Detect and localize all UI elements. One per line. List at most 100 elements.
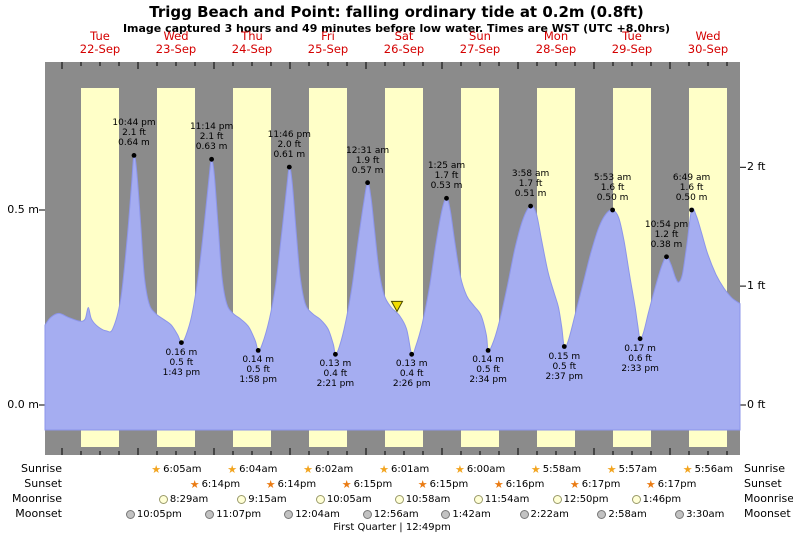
tide-annotation-line: 11:46 pm	[267, 130, 311, 141]
tide-annotation-line: 3:58 am	[511, 169, 550, 180]
moonset-time: 2:58am	[608, 508, 647, 520]
tide-extreme-dot	[131, 153, 137, 158]
tide-extreme-dot	[365, 180, 370, 186]
tide-annotation-line: 0.4 ft	[399, 369, 424, 380]
tide-extreme-dot	[333, 351, 338, 357]
date-label: Thu 24-Sep	[232, 30, 272, 56]
tide-extreme-dot	[179, 340, 184, 345]
low-tide-annotation: 0.17 m 0.6 ft 2:33 pm	[621, 344, 659, 374]
y-axis-label-feet: 1 ft	[747, 279, 766, 293]
tide-extreme-dot	[286, 164, 292, 170]
sunrise-entry: ★ 6:04am	[227, 462, 277, 476]
date-value: 25-Sep	[307, 42, 349, 56]
moonrise-entry: 12:50pm	[552, 492, 609, 506]
moonrise-time: 9:15am	[248, 493, 287, 505]
tide-annotation-line: 0.17 m	[624, 343, 656, 354]
tide-annotation-line: 1.6 ft	[679, 183, 704, 193]
tide-annotation-line: 0.13 m	[319, 359, 352, 370]
moonset-time: 1:42am	[452, 508, 491, 520]
sunrise-entry: ★ 6:01am	[379, 462, 429, 476]
moonrise-entry: 10:05am	[315, 492, 372, 506]
moonrise-icon	[394, 494, 404, 504]
moonrise-entry: 10:58am	[394, 492, 451, 506]
sunrise-icon: ★	[455, 462, 465, 476]
astro-row-label-moonrise-right: Moonrise	[744, 492, 793, 505]
sunset-time: 6:14pm	[277, 478, 317, 490]
tide-annotation-line: 10:54 pm	[644, 219, 689, 230]
tide-annotation-line: 1.7 ft	[434, 171, 459, 182]
sunset-entry: ★ 6:17pm	[646, 477, 696, 491]
moonset-icon	[441, 509, 451, 519]
moonset-icon	[284, 509, 294, 519]
tide-curve	[44, 154, 741, 431]
sunset-icon: ★	[569, 477, 580, 491]
sunrise-icon: ★	[379, 462, 389, 476]
sunset-time: 6:17pm	[657, 478, 697, 490]
moonset-icon	[519, 509, 529, 519]
moonrise-icon	[631, 494, 641, 504]
sunrise-time: 5:56am	[694, 463, 733, 475]
sunset-time: 6:14pm	[201, 478, 241, 490]
moonset-entry: 11:07pm	[205, 507, 261, 521]
astro-row-label-sunset-left: Sunset	[24, 477, 62, 490]
date-day-name: Thu	[241, 29, 263, 43]
tide-annotation-line: 0.14 m	[472, 355, 504, 366]
tide-annotation-line: 6:49 am	[672, 173, 711, 183]
moon-phase-note: First Quarter | 12:49pm	[333, 522, 451, 533]
y-axis-label-feet: 0 ft	[747, 398, 766, 411]
page-subtitle: Image captured 3 hours and 49 minutes be…	[122, 22, 671, 35]
tide-annotation-line: 0.50 m	[596, 193, 629, 203]
tide-annotation-line: 0.5 ft	[552, 361, 577, 372]
high-tide-annotation: 12:31 am 1.9 ft 0.57 m	[346, 146, 389, 176]
sunset-entry: ★ 6:14pm	[190, 477, 240, 491]
sunset-icon: ★	[265, 477, 276, 491]
sunrise-time: 6:05am	[163, 463, 202, 475]
page-title: Trigg Beach and Point: falling ordinary …	[149, 3, 644, 21]
moonrise-icon	[315, 494, 325, 504]
moonrise-time: 10:58am	[405, 493, 451, 505]
sunrise-icon: ★	[606, 462, 617, 476]
moonset-time: 3:30am	[686, 508, 725, 520]
sunset-entry: ★ 6:14pm	[266, 477, 316, 491]
tide-annotation-line: 0.51 m	[514, 189, 547, 200]
date-day-name: Wed	[695, 29, 721, 43]
sunset-entry: ★ 6:15pm	[418, 477, 468, 491]
tide-extreme-dot	[664, 254, 669, 260]
astro-row-label-sunset-right: Sunset	[744, 477, 782, 490]
y-axis-label-metric: 0.5 m	[7, 203, 39, 216]
date-value: 22-Sep	[79, 42, 121, 56]
tide-extreme-dot	[528, 203, 533, 209]
sunset-icon: ★	[493, 477, 504, 491]
sunrise-entry: ★ 6:02am	[303, 462, 353, 476]
date-value: 23-Sep	[155, 42, 197, 56]
astro-row-label-moonset-right: Moonset	[744, 507, 791, 520]
high-tide-annotation: 6:49 am 1.6 ft 0.50 m	[673, 173, 710, 203]
date-day-name: Sun	[469, 29, 491, 43]
high-tide-annotation: 1:25 am 1.7 ft 0.53 m	[428, 161, 465, 191]
date-label: Wed 30-Sep	[688, 30, 728, 56]
sunrise-entry: ★ 6:05am	[151, 462, 201, 476]
date-label: Sat 26-Sep	[384, 30, 424, 56]
tide-annotation-line: 2:37 pm	[545, 371, 584, 382]
tide-annotation-line: 2:33 pm	[621, 363, 659, 374]
date-label: Tue 22-Sep	[80, 30, 120, 56]
moonrise-time: 12:50pm	[563, 493, 609, 505]
tide-annotation-line: 1.7 ft	[518, 179, 543, 190]
tide-extreme-dot	[637, 336, 643, 342]
tide-annotation-line: 0.15 m	[548, 351, 581, 362]
sunset-time: 6:15pm	[429, 478, 469, 490]
tide-annotation-line: 2.0 ft	[277, 140, 302, 151]
tide-annotation-line: 1.6 ft	[600, 183, 625, 193]
tide-extreme-dot	[561, 344, 567, 349]
moonset-icon	[205, 509, 215, 519]
tide-annotation-line: 1.2 ft	[654, 229, 679, 240]
moonrise-time: 8:29am	[169, 493, 209, 505]
tide-annotation-line: 0.13 m	[395, 359, 428, 370]
sunset-icon: ★	[645, 477, 656, 491]
tide-annotation-line: 0.63 m	[195, 142, 228, 153]
sunrise-time: 6:04am	[239, 463, 278, 475]
date-label: Fri 25-Sep	[308, 30, 348, 56]
date-label: Tue 29-Sep	[612, 30, 652, 56]
tide-annotation-line: 1:43 pm	[162, 367, 201, 378]
